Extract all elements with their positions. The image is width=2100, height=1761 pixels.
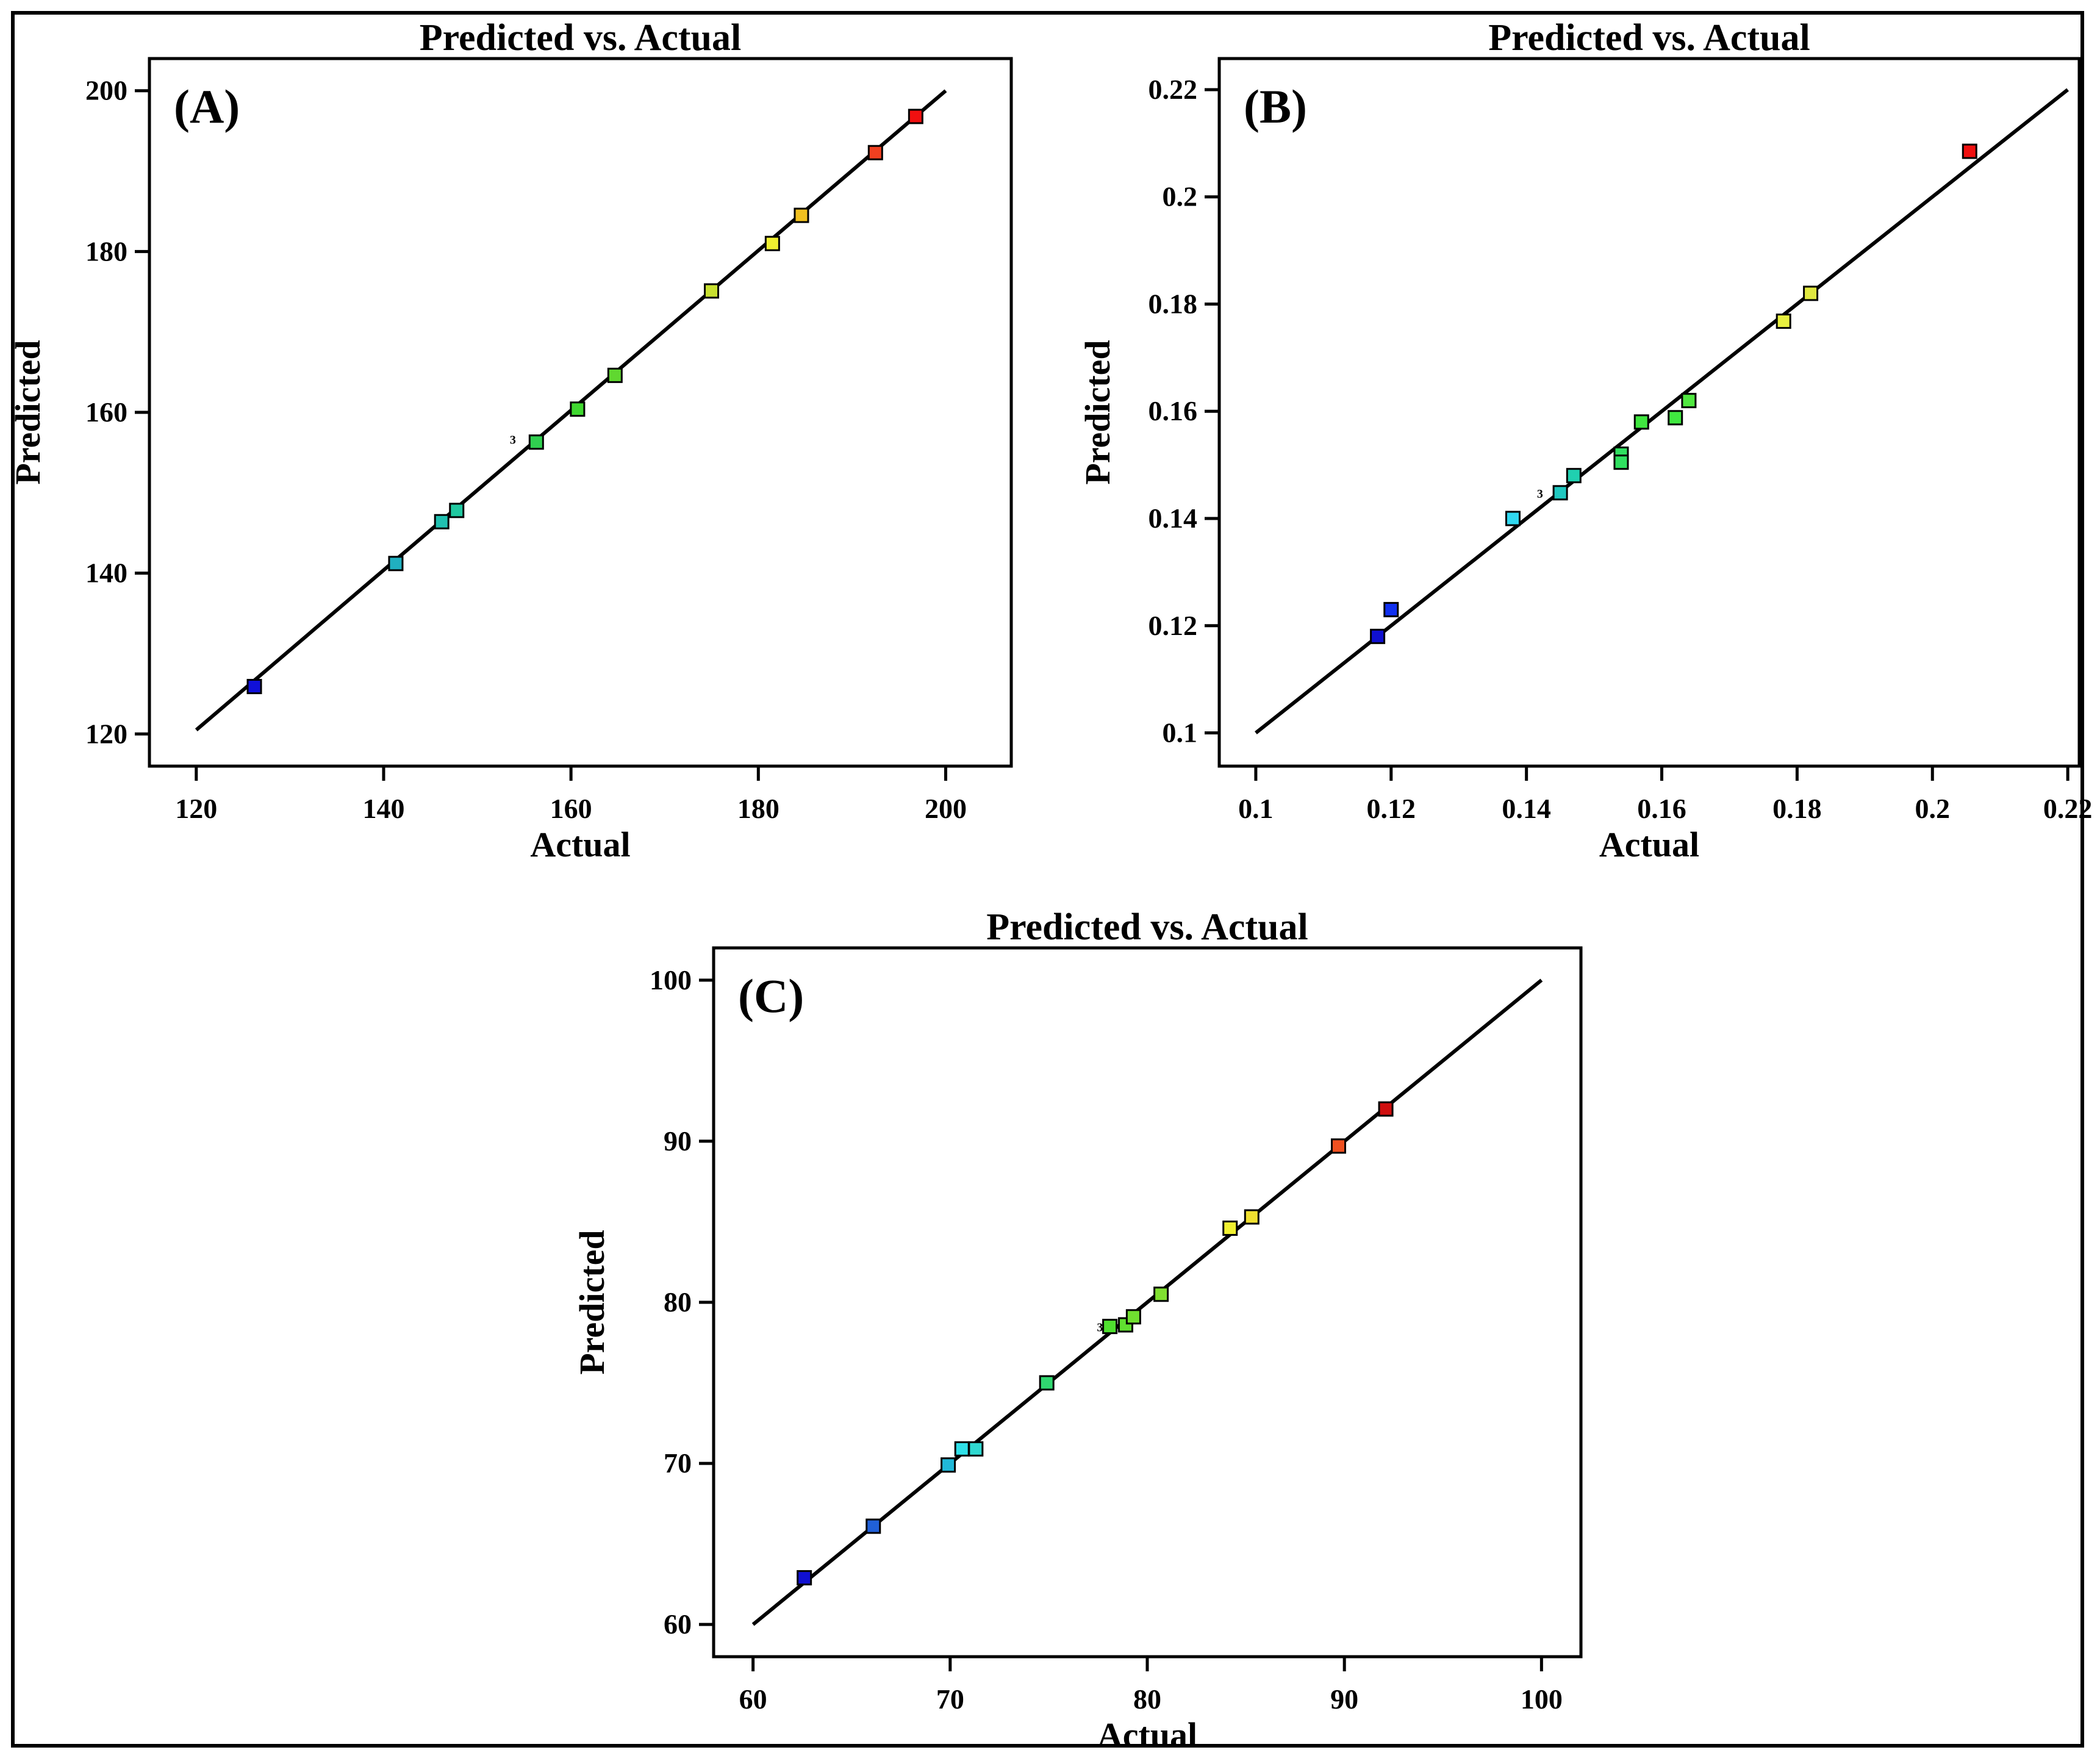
data-point: [1222, 1221, 1238, 1236]
x-tick-label: 180: [737, 793, 779, 824]
data-point: [1125, 1309, 1141, 1325]
x-axis-label: Actual: [530, 825, 630, 864]
data-point: [1383, 601, 1399, 617]
point-count-annotation: 3: [1537, 487, 1543, 501]
y-tick-label: 180: [85, 235, 127, 267]
x-tick-label: 0.22: [2043, 793, 2093, 824]
data-point: [1370, 628, 1386, 644]
y-tick-label: 90: [664, 1125, 692, 1157]
x-tick-label: 100: [1521, 1684, 1563, 1715]
data-point: [570, 401, 586, 417]
panel-c: Predicted vs. Actual (C) 60 70 80 90 100 60 70 80…: [572, 906, 1583, 1755]
data-point: [867, 145, 883, 160]
data-point: [1681, 393, 1697, 409]
panel-label: (A): [174, 80, 240, 133]
y-tick-label: 0.14: [1149, 503, 1198, 534]
y-tick-label: 140: [85, 558, 127, 589]
y-tick-label: 60: [664, 1609, 692, 1640]
data-point: [797, 1570, 812, 1586]
data-point: [1776, 314, 1791, 329]
x-tick-label: 0.2: [1915, 793, 1951, 824]
y-tick-label: 200: [85, 75, 127, 106]
data-point: [1505, 511, 1521, 526]
data-point: [1039, 1375, 1055, 1391]
y-tick-label: 0.2: [1163, 181, 1198, 212]
x-tick-label: 160: [550, 793, 592, 824]
data-point: [1552, 485, 1568, 501]
data-point: [1613, 454, 1629, 470]
data-point: [1378, 1101, 1394, 1117]
x-tick-label: 90: [1330, 1684, 1358, 1715]
y-tick-label: 160: [85, 396, 127, 428]
data-point: [1330, 1138, 1346, 1154]
data-point: [794, 207, 809, 223]
data-point: [1102, 1319, 1118, 1335]
data-point: [528, 434, 544, 450]
x-tick-label: 0.1: [1238, 793, 1274, 824]
y-tick-label: 0.18: [1149, 288, 1198, 319]
panel-b: Predicted vs. Actual (B) 0.1 0.12 0.14 0.16 0.…: [1078, 17, 2092, 864]
chart-title: Predicted vs. Actual: [986, 906, 1308, 948]
y-axis-label: Predicted: [572, 1230, 612, 1374]
x-tick-label: 0.18: [1772, 793, 1822, 824]
data-point: [388, 556, 404, 572]
y-tick-label: 100: [650, 964, 692, 995]
data-point: [968, 1441, 984, 1457]
data-point: [1566, 468, 1582, 484]
panel-label: (C): [738, 969, 804, 1022]
x-tick-label: 80: [1133, 1684, 1161, 1715]
data-point: [1962, 143, 1977, 159]
data-point: [1668, 410, 1683, 426]
y-axis-label: Predicted: [8, 340, 48, 484]
x-tick-label: 60: [739, 1684, 767, 1715]
panel-label: (B): [1244, 80, 1307, 133]
data-point: [1244, 1209, 1260, 1225]
reference-line: [751, 978, 1543, 1626]
chart-title: Predicted vs. Actual: [420, 17, 742, 59]
data-point: [865, 1518, 881, 1534]
x-tick-label: 200: [925, 793, 967, 824]
x-axis-label: Actual: [1599, 825, 1699, 864]
data-point: [607, 367, 623, 383]
x-tick-label: 0.16: [1637, 793, 1686, 824]
point-count-annotation: 3: [510, 434, 516, 447]
y-tick-label: 0.12: [1149, 610, 1198, 641]
figure-border: [11, 11, 2084, 1748]
y-tick-label: 0.1: [1163, 717, 1198, 748]
reference-line: [1255, 88, 2070, 734]
point-count-annotation: 3: [1097, 1321, 1103, 1335]
data-point: [704, 283, 720, 299]
chart-title: Predicted vs. Actual: [1488, 17, 1810, 59]
data-point: [246, 679, 262, 694]
data-point: [1153, 1286, 1169, 1302]
x-tick-label: 0.12: [1367, 793, 1416, 824]
data-point: [434, 514, 450, 529]
y-tick-label: 0.22: [1149, 74, 1198, 105]
y-tick-label: 120: [85, 718, 127, 749]
data-point: [1803, 285, 1819, 301]
x-tick-label: 120: [175, 793, 217, 824]
data-point: [1633, 414, 1649, 430]
x-tick-label: 70: [936, 1684, 964, 1715]
data-point: [954, 1441, 970, 1457]
data-point: [449, 503, 465, 518]
panel-a: Predicted vs. Actual (A) 120 140 160 180 200 12…: [8, 17, 1013, 864]
y-axis-label: Predicted: [1078, 340, 1117, 484]
x-axis-label: Actual: [1097, 1715, 1197, 1755]
x-tick-label: 0.14: [1502, 793, 1551, 824]
y-tick-label: 80: [664, 1286, 692, 1318]
y-tick-label: 0.16: [1149, 395, 1198, 426]
x-tick-label: 140: [362, 793, 404, 824]
data-point: [764, 235, 780, 251]
y-tick-label: 70: [664, 1447, 692, 1479]
data-point: [908, 109, 923, 124]
data-point: [941, 1457, 956, 1473]
